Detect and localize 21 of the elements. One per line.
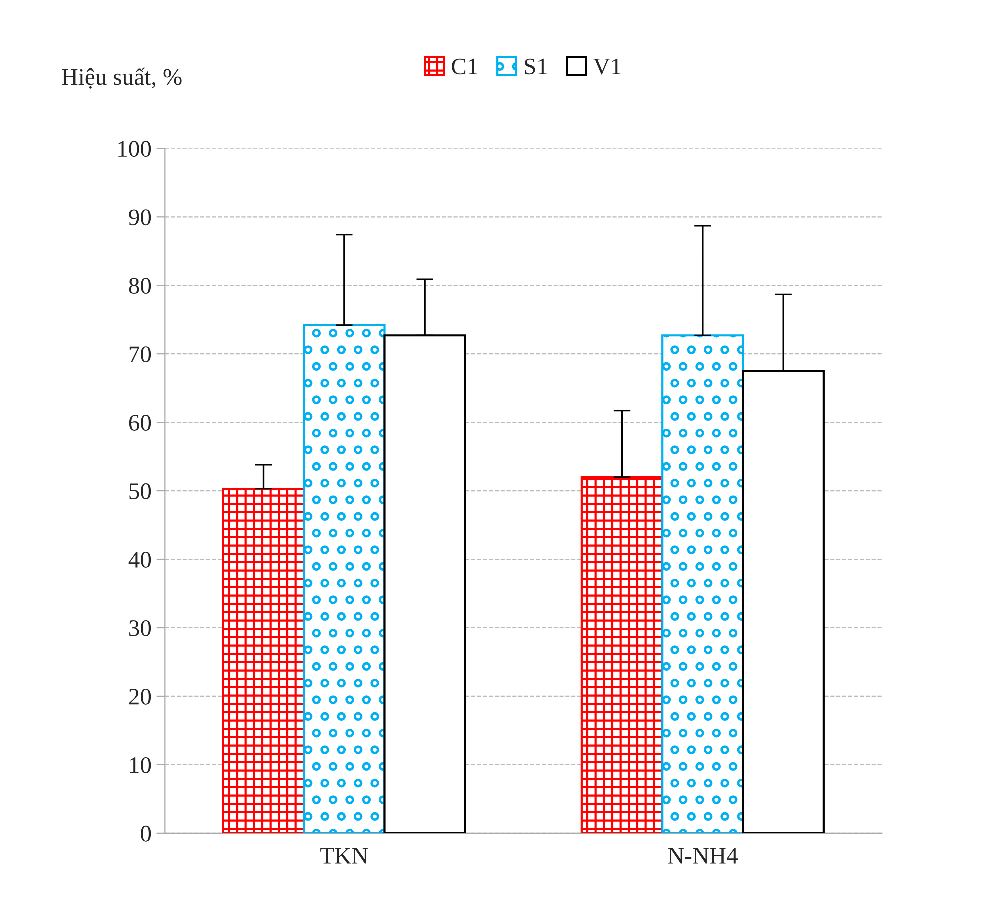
y-tick-label: 30 [129,620,152,636]
bar [222,488,306,834]
x-tick-label: TKN [320,848,368,864]
x-tick-label: N-NH4 [668,848,738,864]
bar [662,334,744,834]
y-tick-label: 100 [118,141,152,158]
y-tick-label: 10 [130,757,152,774]
y-tick-label: 70 [130,346,152,363]
y-tick-label: 60 [129,415,152,431]
legend-label: C1 [452,58,478,75]
y-axis-title: Hiệu suất, % [62,68,182,89]
y-tick-label: 20 [129,688,152,705]
bar [303,324,386,834]
y-tick-label: 80 [129,278,152,294]
legend-label: S1 [525,58,548,75]
y-tick-label: 40 [128,552,152,568]
y-tick-label: 0 [141,826,152,842]
legend-label: V1 [594,58,621,75]
y-tick-label: 90 [129,210,152,226]
y-tick-label: 50 [130,484,152,500]
bar [580,476,664,834]
